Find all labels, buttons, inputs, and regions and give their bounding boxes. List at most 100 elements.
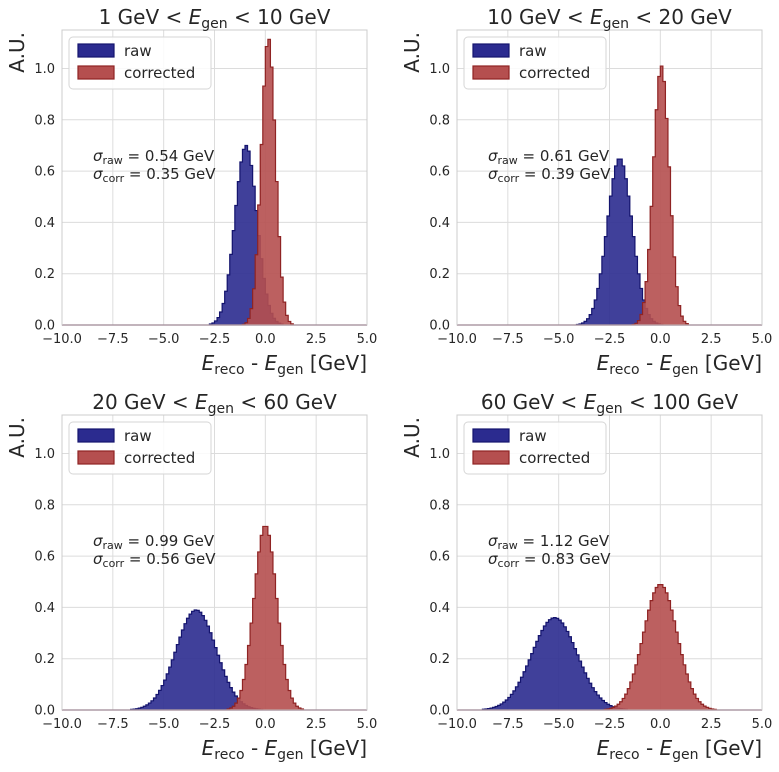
sigma-raw-annotation: σraw = 0.61 GeV (488, 147, 610, 167)
legend-label-raw: raw (124, 427, 152, 445)
legend-swatch-corrected (77, 450, 115, 465)
x-tick-label: 0.0 (255, 332, 276, 347)
x-tick-label: 0.0 (650, 332, 671, 347)
legend-swatch-raw (77, 43, 115, 58)
y-tick-label: 0.0 (34, 319, 55, 334)
legend-label-raw: raw (519, 42, 547, 60)
sigma-raw-annotation: σraw = 0.99 GeV (93, 532, 215, 552)
x-tick-label: 5.0 (357, 332, 378, 347)
y-tick-label: 0.2 (429, 267, 450, 282)
axes-frame (456, 414, 763, 711)
y-tick-label: 0.8 (34, 498, 55, 513)
y-tick-label: 1.0 (34, 62, 55, 77)
x-tick-label: −10.0 (42, 332, 82, 347)
y-axis-label: A.U. (400, 32, 424, 73)
legend-swatch-raw (77, 428, 115, 443)
y-tick-label: 0.6 (429, 550, 450, 565)
y-tick-label: 0.8 (34, 113, 55, 128)
y-tick-label: 1.0 (34, 447, 55, 462)
y-tick-label: 0.8 (429, 498, 450, 513)
y-tick-label: 0.2 (34, 267, 55, 282)
x-axis-label: Ereco - Egen [GeV] (597, 351, 762, 378)
x-tick-label: −7.5 (97, 717, 129, 732)
y-tick-label: 1.0 (429, 62, 450, 77)
sigma-raw-annotation: σraw = 1.12 GeV (488, 532, 610, 552)
legend: raw corrected (68, 421, 212, 475)
legend: raw corrected (463, 421, 607, 475)
x-tick-label: −2.5 (199, 717, 231, 732)
x-tick-label: −7.5 (97, 332, 129, 347)
x-tick-label: 2.5 (701, 717, 722, 732)
y-axis-label: A.U. (5, 32, 29, 73)
x-tick-label: 5.0 (357, 717, 378, 732)
y-tick-label: 0.6 (34, 165, 55, 180)
axes-frame (456, 29, 763, 326)
x-tick-label: −10.0 (437, 717, 477, 732)
legend-swatch-corrected (472, 450, 510, 465)
legend: raw corrected (68, 36, 212, 90)
y-tick-label: 1.0 (429, 447, 450, 462)
y-tick-label: 0.0 (429, 704, 450, 719)
y-tick-label: 0.2 (429, 652, 450, 667)
legend-swatch-corrected (472, 65, 510, 80)
sigma-corr-annotation: σcorr = 0.39 GeV (488, 165, 611, 185)
y-tick-label: 0.0 (429, 319, 450, 334)
chart-title: 20 GeV < Egen < 60 GeV (92, 390, 337, 417)
legend-label-corrected: corrected (519, 449, 590, 467)
x-tick-label: 5.0 (752, 717, 773, 732)
sigma-corr-annotation: σcorr = 0.83 GeV (488, 550, 611, 570)
x-tick-label: 2.5 (306, 717, 327, 732)
legend-label-raw: raw (519, 427, 547, 445)
x-axis-label: Ereco - Egen [GeV] (597, 736, 762, 763)
x-tick-label: −7.5 (492, 717, 524, 732)
y-tick-label: 0.6 (34, 550, 55, 565)
legend-label-corrected: corrected (519, 64, 590, 82)
x-tick-label: 2.5 (701, 332, 722, 347)
x-tick-label: 5.0 (752, 332, 773, 347)
x-tick-label: 0.0 (650, 717, 671, 732)
y-tick-label: 0.6 (429, 165, 450, 180)
x-tick-label: −5.0 (148, 717, 180, 732)
legend-swatch-raw (472, 428, 510, 443)
legend-swatch-corrected (77, 65, 115, 80)
x-tick-label: 2.5 (306, 332, 327, 347)
y-tick-label: 0.8 (429, 113, 450, 128)
legend: raw corrected (463, 36, 607, 90)
axes-frame (61, 414, 368, 711)
chart-title: 10 GeV < Egen < 20 GeV (487, 5, 732, 32)
x-tick-label: −2.5 (594, 717, 626, 732)
x-tick-label: −5.0 (543, 717, 575, 732)
y-tick-label: 0.4 (429, 601, 450, 616)
chart-title: 1 GeV < Egen < 10 GeV (99, 5, 331, 32)
x-tick-label: −10.0 (42, 717, 82, 732)
y-tick-label: 0.2 (34, 652, 55, 667)
sigma-corr-annotation: σcorr = 0.35 GeV (93, 165, 216, 185)
legend-label-corrected: corrected (124, 449, 195, 467)
legend-swatch-raw (472, 43, 510, 58)
x-tick-label: −10.0 (437, 332, 477, 347)
sigma-corr-annotation: σcorr = 0.56 GeV (93, 550, 216, 570)
x-tick-label: −5.0 (543, 332, 575, 347)
chart-title: 60 GeV < Egen < 100 GeV (481, 390, 739, 417)
y-tick-label: 0.4 (429, 216, 450, 231)
y-axis-label: A.U. (5, 417, 29, 458)
x-tick-label: −5.0 (148, 332, 180, 347)
y-tick-label: 0.4 (34, 601, 55, 616)
y-tick-label: 0.0 (34, 704, 55, 719)
x-tick-label: 0.0 (255, 717, 276, 732)
axes-frame (61, 29, 368, 326)
sigma-raw-annotation: σraw = 0.54 GeV (93, 147, 215, 167)
x-axis-label: Ereco - Egen [GeV] (202, 736, 367, 763)
x-tick-label: −2.5 (594, 332, 626, 347)
x-tick-label: −2.5 (199, 332, 231, 347)
x-axis-label: Ereco - Egen [GeV] (202, 351, 367, 378)
y-axis-label: A.U. (400, 417, 424, 458)
legend-label-corrected: corrected (124, 64, 195, 82)
legend-label-raw: raw (124, 42, 152, 60)
chart-panel-3: −10.0 −7.5 −5.0 −2.5 0.0 2.5 5.0 0.0 0.2 0.4 0.6 0.… (5, 390, 377, 763)
chart-panel-1: −10.0 −7.5 −5.0 −2.5 0.0 2.5 5.0 0.0 0.2 0.4 0.6 0.… (5, 5, 377, 378)
chart-panel-2: −10.0 −7.5 −5.0 −2.5 0.0 2.5 5.0 0.0 0.2 0.4 0.6 0.… (400, 5, 772, 378)
x-tick-label: −7.5 (492, 332, 524, 347)
